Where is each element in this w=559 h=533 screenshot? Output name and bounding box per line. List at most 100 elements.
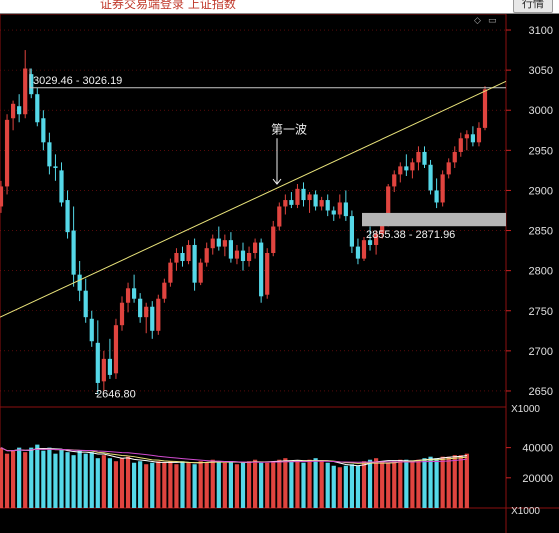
volume-bar xyxy=(246,461,252,508)
price-scale-note: X1000 xyxy=(511,404,540,415)
candle-body xyxy=(464,134,469,139)
candle-body xyxy=(458,138,463,152)
price-frame xyxy=(0,14,507,408)
app-title: 证券交易端登录 上证指数 xyxy=(100,0,236,11)
volume-bar xyxy=(107,458,112,508)
volume-bar xyxy=(265,462,270,508)
candle-body xyxy=(367,240,373,245)
candle-body xyxy=(446,162,451,175)
volume-bar xyxy=(289,461,294,508)
candle-body xyxy=(355,246,361,259)
candle-body xyxy=(428,164,433,191)
candle-body xyxy=(77,274,82,291)
candle-body xyxy=(283,200,288,207)
volume-bar xyxy=(271,461,276,508)
candle-body xyxy=(144,306,149,318)
volume-bar xyxy=(186,462,191,508)
candle-body xyxy=(416,151,421,163)
candle-body xyxy=(222,240,227,247)
volume-bar xyxy=(23,452,28,508)
candle-body xyxy=(313,194,318,207)
candle-body xyxy=(83,290,88,318)
candle-body xyxy=(89,318,94,342)
volume-bar xyxy=(192,464,197,508)
volume-bar xyxy=(132,462,137,508)
volume-bar xyxy=(168,461,173,508)
candle-body xyxy=(4,119,10,187)
wave-label: 第一波 xyxy=(271,122,307,136)
gap-label: 2855.38 - 2871.96 xyxy=(366,229,455,241)
candle-body xyxy=(434,190,439,203)
candle-body xyxy=(204,248,209,263)
candle-body xyxy=(392,174,397,187)
volume-bar xyxy=(380,461,385,508)
candle-body xyxy=(168,262,173,283)
volume-bar xyxy=(319,461,324,508)
volume-bar xyxy=(452,455,457,508)
candle-body xyxy=(0,186,4,207)
candle-body xyxy=(295,188,300,205)
volume-bar xyxy=(83,453,88,508)
price-axis: 3100 3050 3000 2950 2900 2850 2800 2750 2700 2650… xyxy=(506,25,553,517)
volume-bar xyxy=(349,464,354,508)
candle-body xyxy=(216,238,221,247)
candle-body xyxy=(65,200,70,233)
high-label: 3029.46 - 3026.19 xyxy=(33,75,122,87)
candle-body xyxy=(319,200,324,207)
expand-icon[interactable]: ▭ xyxy=(488,16,497,26)
volume-bar xyxy=(295,461,300,508)
candle-body xyxy=(210,238,215,249)
volume-bar xyxy=(17,447,22,508)
volume-bar xyxy=(65,452,70,508)
candle-body xyxy=(349,216,354,247)
volume-scale-note: X1000 xyxy=(511,506,540,517)
candle-body xyxy=(71,230,76,275)
volume-bar xyxy=(210,459,215,508)
candle-body xyxy=(307,194,312,201)
volume-bar xyxy=(77,450,82,508)
candle-body xyxy=(337,202,342,215)
volume-bar xyxy=(337,467,342,508)
volume-bar xyxy=(125,456,131,508)
y-tick-label: 3050 xyxy=(529,65,553,77)
y-tick-label: 2950 xyxy=(529,145,553,157)
volume-bar xyxy=(361,461,367,508)
volume-bar xyxy=(307,459,312,508)
candle-body xyxy=(132,288,137,299)
y-tick-label: 2850 xyxy=(529,226,553,238)
volume-bar xyxy=(458,455,463,508)
candle-body xyxy=(289,200,294,205)
volume-bar xyxy=(259,462,264,508)
volume-bar xyxy=(240,462,246,508)
candle-body xyxy=(59,170,64,203)
volume-bar xyxy=(198,461,203,508)
trade-button[interactable]: 行情 xyxy=(513,0,553,13)
candle-body xyxy=(125,288,131,303)
candle-body xyxy=(101,358,106,382)
candle-body xyxy=(386,186,391,223)
volume-bar xyxy=(313,458,318,508)
volume-bar xyxy=(428,456,433,508)
candle-body xyxy=(47,142,52,167)
volume-bar xyxy=(119,458,125,508)
volume-bar xyxy=(222,462,227,508)
volume-bar xyxy=(422,458,427,508)
candle-body xyxy=(404,166,409,171)
candle-body xyxy=(331,210,336,215)
volume-bar xyxy=(446,456,451,508)
volume-bar xyxy=(204,462,209,508)
diamond-icon[interactable]: ◇ xyxy=(474,16,481,26)
y-tick-label: 3100 xyxy=(529,25,553,37)
volume-bar xyxy=(0,447,4,508)
volume-panel xyxy=(0,444,469,508)
candle-body xyxy=(361,240,367,259)
volume-bar xyxy=(283,458,288,508)
candle-body xyxy=(138,298,143,318)
candle-body xyxy=(198,262,203,283)
volume-bar xyxy=(325,462,330,508)
volume-bar xyxy=(464,453,469,508)
volume-bar xyxy=(367,459,373,508)
gap-band xyxy=(362,212,506,227)
volume-bar xyxy=(59,449,64,508)
candle-body xyxy=(440,174,445,203)
